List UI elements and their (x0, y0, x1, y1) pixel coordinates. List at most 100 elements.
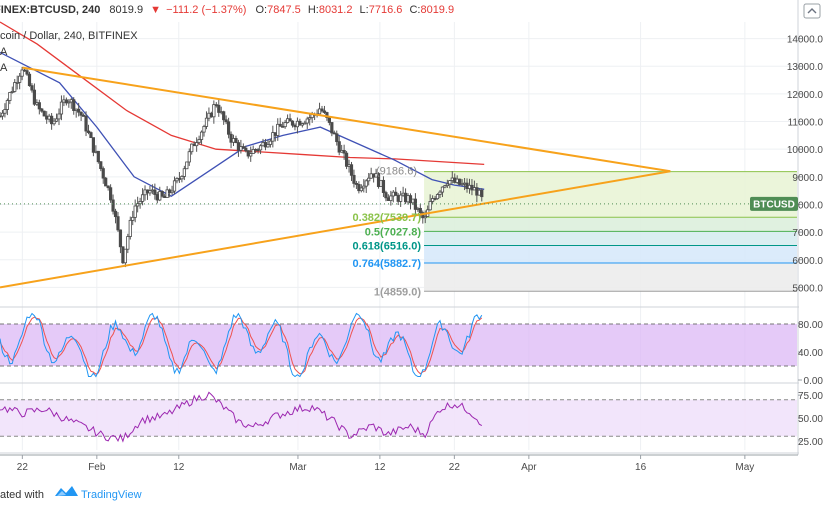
candle-body (52, 120, 56, 125)
candle-body (401, 192, 405, 196)
footer-brand[interactable]: TradingView (81, 489, 142, 501)
candle-body (337, 141, 341, 153)
candle-body (288, 118, 292, 122)
stochastic-panel (0, 312, 797, 378)
candle-body (394, 191, 398, 196)
candle-body (170, 190, 174, 194)
rsi-tick-label: 50.00 (798, 414, 823, 425)
candle-body (59, 101, 64, 115)
candle-body (344, 152, 349, 167)
candle-body (212, 104, 216, 118)
candle-body (261, 142, 265, 147)
price-tick-label: 9000.0 (792, 173, 823, 184)
fibonacci-retracement[interactable] (424, 171, 797, 292)
candle-body (256, 149, 260, 152)
candle-body (40, 108, 44, 112)
price-tick-label: 7000.0 (792, 228, 823, 239)
candle-body (416, 207, 420, 210)
price-tick-label: 6000.0 (792, 256, 823, 267)
candle-body (448, 180, 452, 185)
time-axis[interactable]: 22 Feb 12 Mar 12 22 Apr 16 May (0, 454, 798, 473)
candle-body (445, 183, 449, 186)
badge-label: BTCUSD (753, 199, 795, 210)
candle-body (271, 132, 275, 142)
candle-body (391, 191, 395, 197)
stochastic-tick-label: 0.00 (804, 376, 824, 387)
time-tick-label: 16 (635, 462, 647, 473)
fib-label-0.5: 0.5(7027.8) (365, 226, 422, 238)
candle-body (143, 189, 147, 196)
candle-body (160, 191, 164, 197)
candle-body (354, 182, 359, 185)
candle-body (399, 194, 403, 202)
candle-body (332, 132, 336, 135)
candle-body (411, 198, 415, 204)
candle-body (352, 174, 356, 184)
price-axis[interactable]: 5000.0 6000.0 7000.0 8000.0 9000.0 10000.0 110… (787, 0, 825, 455)
candle-body (435, 194, 440, 200)
candle-body (5, 100, 9, 110)
stochastic-band (0, 324, 797, 366)
candle-body (462, 182, 467, 185)
fib-zone-0.764 (424, 245, 797, 264)
candle-body (268, 140, 272, 145)
candle-body (15, 82, 19, 84)
candle-body (10, 91, 14, 93)
candle-body (20, 69, 24, 77)
candle-body (155, 194, 159, 201)
candle-body (199, 131, 204, 140)
candle-body (364, 180, 368, 187)
candle-body (22, 69, 27, 72)
candle-body (477, 189, 481, 196)
candle-body (258, 145, 263, 151)
candle-body (249, 153, 253, 157)
candle-body (300, 123, 304, 126)
stochastic-k-line (0, 312, 483, 378)
candle-body (109, 187, 113, 201)
fibonacci-labels: (9186.6) 0.382(7539.7) 0.5(7027.8) 0.618(65… (353, 166, 422, 299)
candle-body (165, 189, 169, 198)
candle-body (236, 142, 241, 151)
candle-body (118, 229, 123, 248)
candle-body (224, 119, 228, 123)
indicator-legend-2: A (0, 62, 8, 74)
candle-body (79, 111, 83, 116)
candle-body (214, 104, 218, 107)
candle-body (35, 102, 39, 105)
candle-body (418, 207, 422, 214)
candle-body (190, 143, 194, 153)
candle-body (293, 124, 297, 128)
candle-body (281, 125, 285, 128)
rsi-band (0, 399, 797, 437)
candle-body (182, 168, 186, 177)
candle-body (349, 164, 354, 176)
candle-body (136, 203, 140, 207)
candle-body (317, 108, 322, 115)
candle-body (305, 118, 309, 124)
candle-body (47, 115, 51, 120)
candle-body (91, 137, 96, 153)
candle-body (234, 138, 238, 144)
candle-body (295, 120, 300, 128)
settings-icon[interactable] (803, 3, 821, 19)
candle-body (131, 216, 135, 221)
candle-body (111, 199, 115, 212)
candle-body (322, 110, 327, 113)
candle-body (57, 113, 61, 120)
candle-body (357, 184, 361, 192)
time-tick-label: 12 (173, 462, 185, 473)
candle-body (172, 180, 177, 192)
candle-body (285, 118, 290, 123)
candle-body (0, 112, 5, 117)
price-tick-label: 5000.0 (792, 283, 823, 294)
axis-background (799, 0, 825, 455)
candle-body (168, 189, 172, 194)
trendlines[interactable] (0, 66, 797, 289)
candle-body (27, 73, 32, 87)
fib-zone-0.618 (424, 231, 797, 246)
candle-body (384, 192, 388, 199)
candle-body (62, 99, 66, 103)
candle-body (342, 150, 346, 154)
